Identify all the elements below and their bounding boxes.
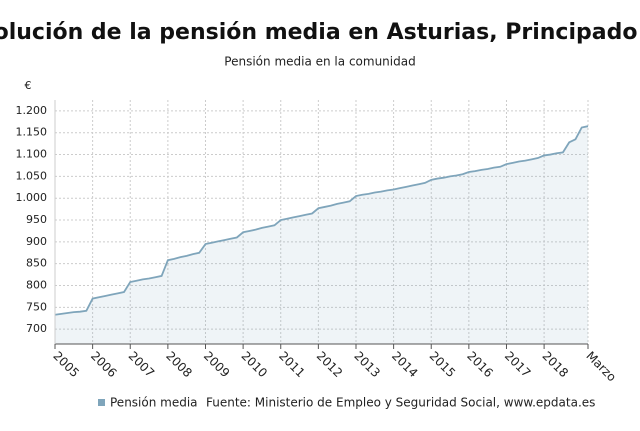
- x-tick-label: 2016: [464, 349, 495, 380]
- y-tick-label: 1.050: [16, 169, 48, 182]
- x-tick-label: Marzo: [583, 349, 619, 385]
- y-tick-label: 1.100: [16, 148, 48, 161]
- x-tick-label: 2011: [276, 349, 307, 380]
- x-tick-label: 2015: [427, 349, 458, 380]
- y-tick-label: 900: [26, 235, 47, 248]
- x-tick-label: 2007: [126, 349, 157, 380]
- x-tick-label: 2009: [201, 349, 232, 380]
- y-tick-label: 750: [26, 300, 47, 313]
- y-tick-label: 700: [26, 322, 47, 335]
- x-tick-label: 2012: [314, 349, 345, 380]
- x-tick-label: 2017: [502, 349, 533, 380]
- x-tick-label: 2008: [163, 349, 194, 380]
- y-tick-label: 1.000: [16, 191, 48, 204]
- y-axis-label: €: [25, 79, 32, 92]
- y-tick-label: 1.200: [16, 104, 48, 117]
- x-tick-label: 2018: [540, 349, 571, 380]
- chart-title: Evolución de la pensión media en Asturia…: [0, 20, 640, 45]
- y-tick-label: 950: [26, 213, 47, 226]
- x-tick-label: 2014: [389, 349, 420, 380]
- x-tick-label: 2005: [50, 349, 81, 380]
- area-fill: [55, 126, 588, 344]
- line: [54, 125, 589, 316]
- source: Fuente: Ministerio de Empleo y Seguridad…: [206, 396, 595, 410]
- x-tick-label: 2013: [351, 349, 382, 380]
- x-tick-label: 2006: [88, 349, 119, 380]
- y-tick-label: 800: [26, 279, 47, 292]
- y-tick-label: 850: [26, 257, 47, 270]
- legend-swatch: [98, 399, 105, 406]
- legend-label: Pensión media: [110, 396, 198, 410]
- x-tick-label: 2010: [239, 349, 270, 380]
- y-tick-label: 1.150: [16, 126, 48, 139]
- chart-subtitle: Pensión media en la comunidad: [224, 55, 415, 69]
